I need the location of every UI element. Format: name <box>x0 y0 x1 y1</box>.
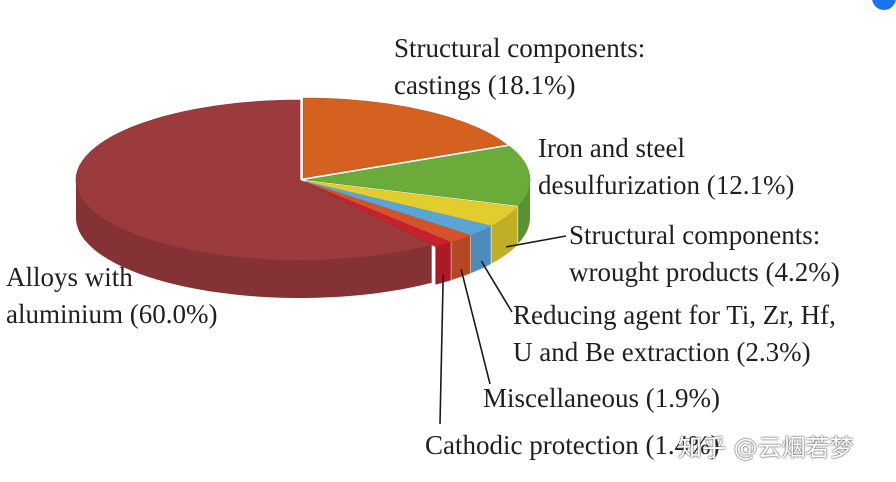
pie-slice-miscellaneous <box>304 181 472 243</box>
label-miscellaneous-line1: Miscellaneous (1.9%) <box>483 383 720 413</box>
label-castings-line1: Structural components: <box>394 33 646 63</box>
leader-lines <box>439 235 567 425</box>
pie-slice-cathodic-protection <box>303 181 452 247</box>
pie-side-cathodic-protection <box>435 242 451 285</box>
label-reducing-agent-line1: Reducing agent for Ti, Zr, Hf, <box>513 300 836 330</box>
pie-side-alloys-with-aluminium <box>76 180 432 298</box>
label-alloys-line1: Alloys with <box>6 262 133 292</box>
label-reducing-agent: Reducing agent for Ti, Zr, Hf, U and Be … <box>513 297 836 371</box>
watermark-text: 知乎 @云烟若梦 <box>678 434 854 462</box>
leader-structural-components-wrought-products <box>506 235 567 248</box>
label-miscellaneous: Miscellaneous (1.9%) <box>483 380 720 417</box>
pie-side-walls <box>76 179 530 298</box>
pie-side-structural-components-wrought-products <box>491 206 518 264</box>
label-alloys-line2: aluminium (60.0%) <box>6 299 218 329</box>
pie-slice-reducing-agent-for-ti-zr-hf-u-and-be-extraction <box>304 181 492 236</box>
label-reducing-agent-line2: U and Be extraction (2.3%) <box>513 337 811 367</box>
label-wrought-line2: wrought products (4.2%) <box>569 257 840 287</box>
pie-side-reducing-agent-for-ti-zr-hf-u-and-be-extraction <box>470 226 491 274</box>
label-desulfurization: Iron and steel desulfurization (12.1%) <box>538 130 794 204</box>
leader-reducing-agent-for-ti-zr-hf-u-and-be-extraction <box>480 260 513 313</box>
pie-side-iron-and-steel-desulfurization <box>518 179 530 244</box>
label-castings-line2: castings (18.1%) <box>394 70 576 100</box>
leader-miscellaneous <box>460 269 491 385</box>
label-alloys: Alloys with aluminium (60.0%) <box>6 259 217 333</box>
label-cathodic-line1: Cathodic protection (1.4%) <box>425 430 720 460</box>
pie-slice-iron-and-steel-desulfurization <box>305 145 531 206</box>
pie-top-faces <box>75 97 531 261</box>
label-castings: Structural components: castings (18.1%) <box>394 30 645 104</box>
label-cathodic: Cathodic protection (1.4%) <box>425 427 720 464</box>
pie-slice-structural-components-castings <box>302 97 508 179</box>
pie-slice-alloys-with-aluminium <box>75 99 433 261</box>
label-desulfurization-line2: desulfurization (12.1%) <box>538 170 795 200</box>
leader-cathodic-protection <box>439 274 444 425</box>
label-wrought-line1: Structural components: <box>569 220 821 250</box>
label-desulfurization-line1: Iron and steel <box>538 133 685 163</box>
corner-badge <box>872 0 896 10</box>
pie-slice-structural-components-wrought-products <box>305 180 519 226</box>
label-wrought: Structural components: wrought products … <box>569 217 840 291</box>
pie-side-miscellaneous <box>451 235 471 281</box>
